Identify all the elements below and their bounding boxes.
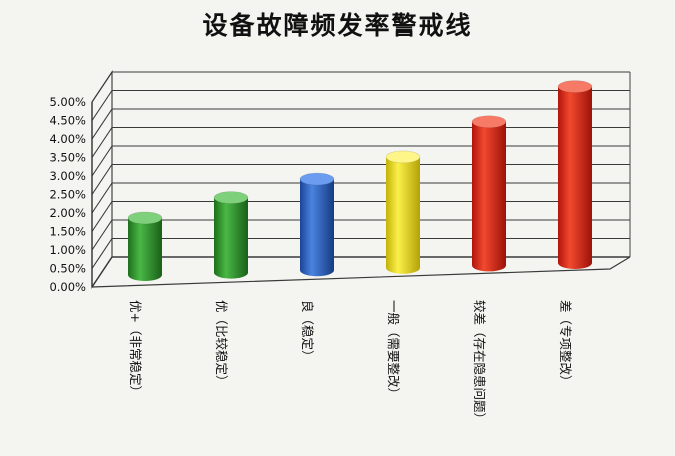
bar-body (214, 197, 248, 279)
y-tick-label: 2.00% (49, 206, 86, 220)
gridline (91, 163, 630, 195)
gridline (91, 256, 630, 288)
bar (299, 172, 335, 277)
x-category-label: 良（稳定） (300, 300, 315, 363)
y-tick-label: 1.00% (49, 243, 86, 257)
gridline (91, 71, 630, 103)
y-tick-label: 3.00% (49, 169, 86, 183)
x-axis-categories: 优+（非常稳定） 优（比较稳定） 良（稳定） 一般（需要整改） 较差（存在隐患问题） 差（… (128, 300, 573, 425)
x-category-label: 优+（非常稳定） (128, 300, 143, 398)
bars (127, 80, 593, 281)
gridline (91, 108, 630, 140)
y-tick-label: 4.50% (49, 114, 86, 128)
bar-top (299, 172, 335, 186)
chart-title: 设备故障频发率警戒线 (202, 11, 473, 40)
gridline (91, 237, 630, 269)
floor-edge (91, 256, 631, 288)
bar (127, 211, 163, 281)
bar-body (128, 217, 162, 281)
bar-body (558, 86, 592, 269)
gridline (91, 182, 630, 214)
grid-layer (91, 70, 631, 289)
x-category-label: 一般（需要整改） (386, 300, 401, 400)
y-tick-label: 4.00% (49, 132, 86, 146)
y-tick-label: 3.50% (49, 151, 86, 165)
bar (471, 115, 507, 272)
bar-top (127, 211, 163, 225)
bar-top (213, 191, 249, 204)
y-tick-label: 1.50% (49, 225, 86, 239)
gridline (91, 200, 630, 232)
gridline (91, 145, 630, 177)
gridline (91, 126, 630, 158)
gridline (91, 89, 630, 121)
y-axis-ticks: 0.00% 0.50% 1.00% 1.50% 2.00% 2.50% 3.00% 3.50%… (49, 95, 86, 294)
bar (557, 80, 593, 269)
gridline (91, 219, 630, 251)
x-category-label: 差（专项整改） (558, 300, 573, 388)
y-tick-label: 0.00% (49, 280, 86, 294)
bar-top (385, 150, 421, 164)
bar-body (300, 179, 334, 277)
y-tick-label: 5.00% (49, 95, 86, 109)
bar-body (386, 156, 420, 274)
y-tick-label: 0.50% (49, 262, 86, 276)
bar-body (472, 121, 506, 272)
bar-top (471, 115, 507, 129)
x-category-label: 优（比较稳定） (214, 300, 229, 388)
y-tick-label: 2.50% (49, 188, 86, 202)
bar (213, 191, 249, 279)
x-category-label: 较差（存在隐患问题） (472, 300, 487, 425)
bar-top (557, 80, 593, 93)
bar (385, 150, 421, 274)
